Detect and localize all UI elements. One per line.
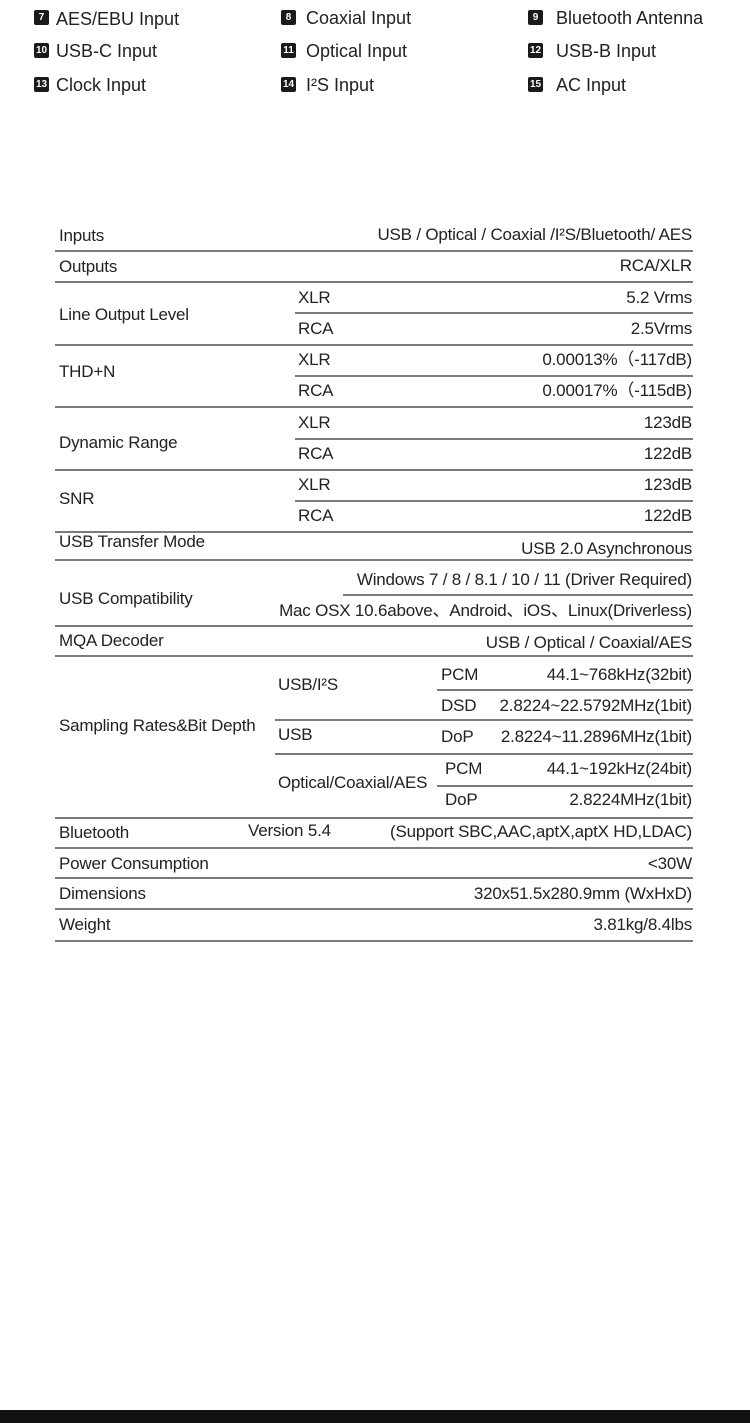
badge-12: 12	[528, 43, 543, 58]
spec-value: 2.8224MHz(1bit)	[569, 790, 692, 809]
spec-value-outputs: RCA/XLR	[619, 256, 692, 275]
row-divider	[55, 531, 693, 533]
spec-value: 5.2 Vrms	[626, 288, 692, 307]
sub-divider	[295, 500, 693, 502]
sub-divider	[343, 594, 693, 596]
row-divider	[55, 847, 693, 849]
format-label: DoP	[445, 790, 478, 809]
spec-label-sampling: Sampling Rates&Bit Depth	[59, 716, 256, 735]
spec-value: 0.00013%（-117dB)	[542, 350, 692, 369]
spec-label-line-output: Line Output Level	[59, 305, 189, 324]
group-usb-i2s: USB/I²S	[278, 675, 339, 694]
spec-label-snr: SNR	[59, 489, 95, 508]
spec-label-thd: THD+N	[59, 362, 116, 381]
spec-value-inputs: USB / Optical / Coaxial /I²S/Bluetooth/ …	[377, 225, 692, 244]
legend-label: Bluetooth Antenna	[556, 8, 704, 28]
sub-divider	[437, 689, 693, 691]
sub-label-xlr: XLR	[298, 475, 331, 494]
format-label: DSD	[441, 696, 477, 715]
badge-7: 7	[34, 10, 49, 25]
spec-value: 122dB	[643, 444, 692, 463]
spec-value: 122dB	[643, 506, 692, 525]
badge-8: 8	[281, 10, 296, 25]
badge-10: 10	[34, 43, 49, 58]
spec-value: 3.81kg/8.4lbs	[593, 915, 692, 934]
legend-label: USB-C Input	[56, 41, 158, 61]
bottom-bar	[0, 1410, 750, 1423]
spec-value: USB / Optical / Coaxial/AES	[485, 633, 692, 652]
spec-label-usb-compat: USB Compatibility	[59, 589, 193, 608]
sub-divider	[295, 438, 693, 440]
format-label: PCM	[445, 759, 483, 778]
spec-label-usb-transfer: USB Transfer Mode	[59, 532, 205, 551]
spec-label-weight: Weight	[59, 915, 111, 934]
spec-value: 44.1~192kHz(24bit)	[546, 759, 692, 778]
row-divider	[55, 406, 693, 408]
row-divider	[55, 940, 693, 942]
legend-label: Optical Input	[306, 41, 408, 61]
sub-label-xlr: XLR	[298, 350, 331, 369]
spec-value: Mac OSX 10.6above、Android、iOS、Linux(Driv…	[279, 601, 692, 620]
format-label: PCM	[441, 665, 479, 684]
spec-label-outputs: Outputs	[59, 257, 118, 276]
row-divider	[55, 559, 693, 561]
row-divider	[55, 908, 693, 910]
spec-value: 123dB	[643, 413, 692, 432]
legend-label: USB-B Input	[556, 41, 657, 61]
format-label: DoP	[441, 727, 474, 746]
group-optical: Optical/Coaxial/AES	[278, 773, 428, 792]
legend-label: AES/EBU Input	[56, 9, 180, 29]
spec-value: 2.8224~11.2896MHz(1bit)	[500, 727, 692, 746]
row-divider	[55, 655, 693, 657]
spec-value: 2.8224~22.5792MHz(1bit)	[499, 696, 693, 715]
sub-divider	[295, 312, 693, 314]
sub-divider	[295, 375, 693, 377]
spec-label-power: Power Consumption	[59, 854, 209, 873]
row-divider	[55, 625, 693, 627]
row-divider	[55, 250, 693, 252]
legend-label: I²S Input	[306, 75, 375, 95]
spec-label-mqa: MQA Decoder	[59, 631, 164, 650]
sub-divider	[275, 719, 693, 721]
spec-value: 123dB	[643, 475, 692, 494]
badge-11: 11	[281, 43, 296, 58]
spec-label-dynamic-range: Dynamic Range	[59, 433, 178, 452]
legend-label: Clock Input	[56, 75, 147, 95]
badge-13: 13	[34, 77, 49, 92]
sub-label-rca: RCA	[298, 444, 334, 463]
spec-label-inputs: Inputs	[59, 226, 105, 245]
bluetooth-version: Version 5.4	[248, 821, 331, 840]
spec-value: 0.00017%（-115dB)	[542, 381, 692, 400]
spec-label-dimensions: Dimensions	[59, 884, 146, 903]
sub-label-rca: RCA	[298, 506, 334, 525]
legend-label: AC Input	[556, 75, 627, 95]
sub-divider	[437, 785, 693, 787]
spec-value: (Support SBC,AAC,aptX,aptX HD,LDAC)	[390, 822, 692, 841]
spec-label-bluetooth: Bluetooth	[59, 823, 130, 842]
sub-label-xlr: XLR	[298, 413, 331, 432]
row-divider	[55, 344, 693, 346]
badge-15: 15	[528, 77, 543, 92]
spec-value: 44.1~768kHz(32bit)	[546, 665, 692, 684]
sub-label-xlr: XLR	[298, 288, 331, 307]
sub-divider	[275, 753, 693, 755]
spec-value: Windows 7 / 8 / 8.1 / 10 / 11 (Driver Re…	[356, 570, 692, 589]
row-divider	[55, 817, 693, 819]
spec-value: 320x51.5x280.9mm (WxHxD)	[473, 884, 692, 903]
row-divider	[55, 281, 693, 283]
row-divider	[55, 469, 693, 471]
row-divider	[55, 877, 693, 879]
sub-label-rca: RCA	[298, 319, 334, 338]
badge-9: 9	[528, 10, 543, 25]
sub-label-rca: RCA	[298, 381, 334, 400]
spec-value: <30W	[647, 854, 692, 873]
spec-value: 2.5Vrms	[630, 319, 692, 338]
badge-14: 14	[281, 77, 296, 92]
legend-label: Coaxial Input	[306, 8, 412, 28]
group-usb: USB	[278, 725, 313, 744]
spec-value: USB 2.0 Asynchronous	[521, 539, 692, 558]
